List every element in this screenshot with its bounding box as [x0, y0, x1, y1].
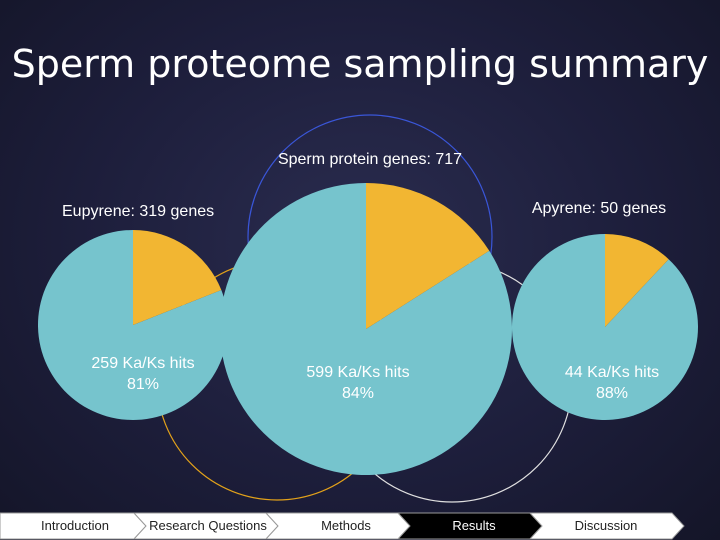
total-pie	[220, 183, 512, 475]
apyrene-other-slice	[605, 234, 669, 327]
pie-chart-area: Eupyrene: 319 genes 259 Ka/Ks hits 81% A…	[37, 114, 698, 503]
total-percent-label: 84%	[342, 385, 374, 402]
section-nav: Introduction Research Questions Methods …	[0, 512, 720, 540]
eupyrene-other-slice	[133, 230, 222, 325]
nav-step-methods[interactable]: Methods	[321, 518, 371, 533]
total-pie-title: Sperm protein genes: 717	[278, 151, 462, 168]
total-other-slice	[366, 183, 490, 329]
total-hits-label: 599 Ka/Ks hits	[306, 364, 409, 381]
apyrene-pie-title: Apyrene: 50 genes	[532, 200, 666, 217]
apyrene-hits-label: 44 Ka/Ks hits	[565, 364, 659, 381]
apyrene-pie	[512, 234, 698, 421]
eupyrene-hits-label: 259 Ka/Ks hits	[91, 355, 194, 372]
eupyrene-percent-label: 81%	[127, 376, 159, 393]
nav-step-discussion[interactable]: Discussion	[574, 518, 638, 533]
nav-step-research-questions[interactable]: Research Questions	[149, 518, 267, 533]
slide-title: Sperm proteome sampling summary	[11, 42, 709, 86]
nav-step-results[interactable]: Results	[452, 518, 496, 533]
nav-step-introduction[interactable]: Introduction	[41, 518, 109, 533]
nav-arrows	[0, 512, 685, 540]
apyrene-percent-label: 88%	[596, 385, 628, 402]
eupyrene-pie-title: Eupyrene: 319 genes	[62, 203, 214, 220]
eupyrene-pie	[37, 230, 228, 420]
nav-chevron	[528, 512, 685, 540]
